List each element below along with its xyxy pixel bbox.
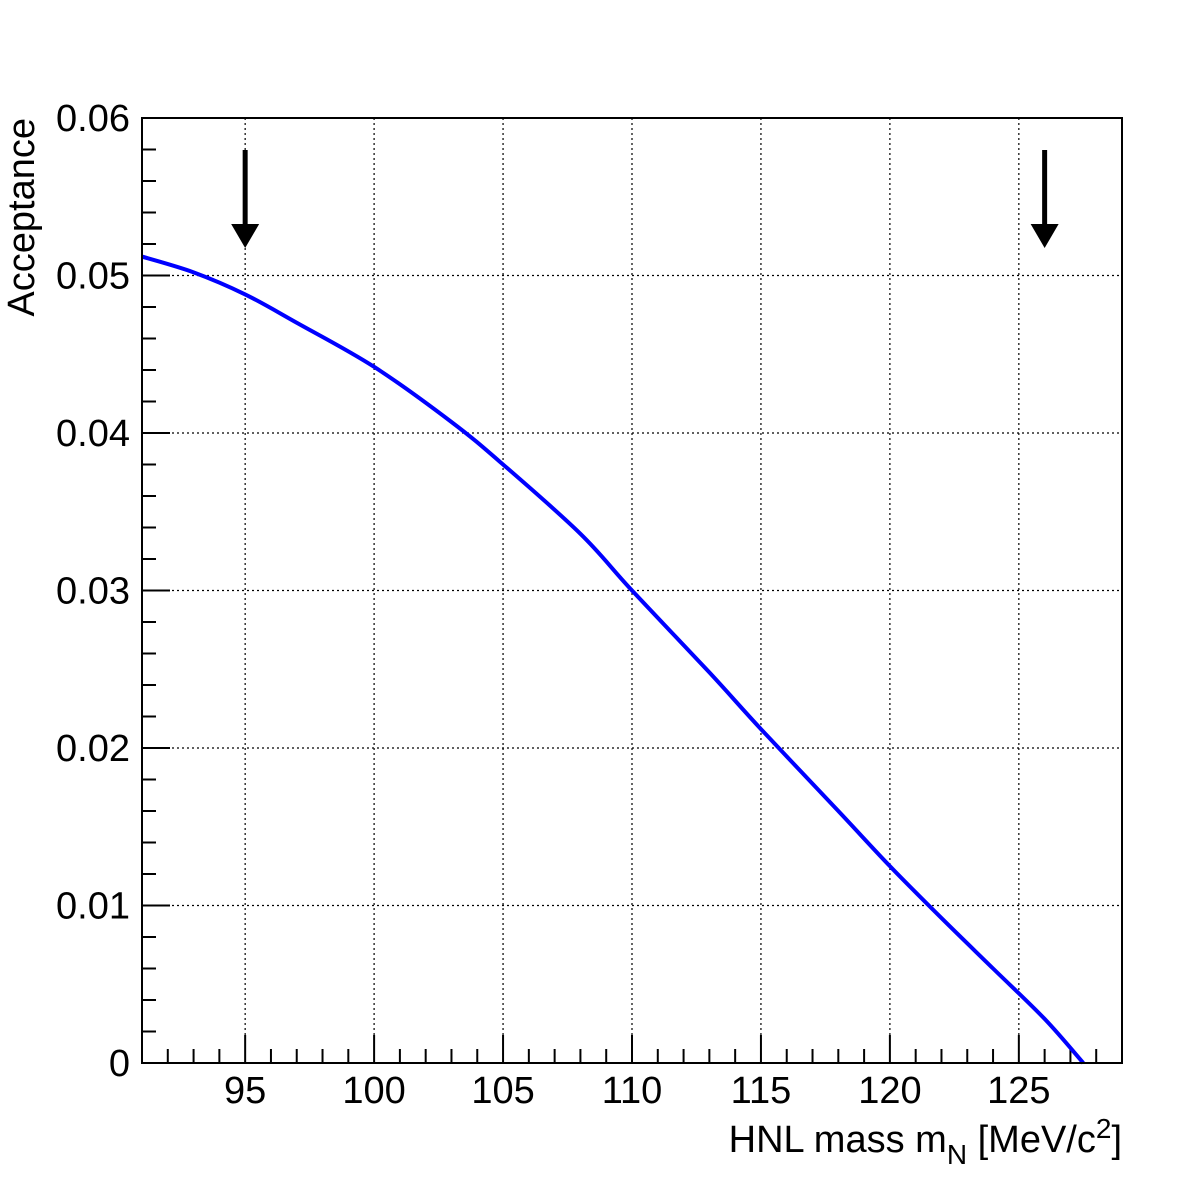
x-axis-title-close: ]: [1111, 1119, 1122, 1161]
x-tick-label: 110: [602, 1070, 663, 1112]
down-arrow-marker: [231, 150, 260, 248]
x-axis-title-main: HNL mass m: [729, 1119, 947, 1161]
y-tick-label: 0.03: [56, 571, 130, 613]
arrow-head: [1030, 224, 1059, 248]
y-tick-labels: 0 0.01 0.02 0.03 0.04 0.05 0.06: [56, 98, 130, 1085]
y-axis-title: Acceptance: [1, 118, 43, 317]
y-tick-label: 0.04: [56, 413, 130, 455]
y-tick-label: 0.06: [56, 98, 130, 140]
acceptance-curve: [141, 254, 1085, 1065]
x-tick-label: 125: [987, 1070, 1050, 1112]
x-axis-title-subscript: N: [947, 1139, 967, 1170]
y-tick-label: 0: [109, 1043, 130, 1085]
plot-frame: [141, 117, 1123, 1064]
down-arrow-marker: [1030, 150, 1059, 248]
x-tick-labels: 95 100 105 110 115 120 125: [224, 1070, 1051, 1112]
arrow-head: [231, 224, 260, 248]
x-tick-label: 105: [471, 1070, 534, 1112]
x-axis-title: HNL mass mN [MeV/c2]: [729, 1113, 1122, 1170]
arrow-markers: [231, 150, 1059, 248]
x-tick-label: 120: [858, 1070, 921, 1112]
x-axis-title-unit: [MeV/c: [967, 1119, 1096, 1161]
y-tick-label: 0.01: [56, 886, 130, 928]
y-tick-label: 0.05: [56, 256, 130, 298]
series-layer: [141, 254, 1085, 1065]
y-tick-label: 0.02: [56, 728, 130, 770]
x-tick-label: 115: [731, 1070, 792, 1112]
x-tick-label: 95: [224, 1070, 266, 1112]
x-tick-label: 100: [342, 1070, 405, 1112]
x-axis-title-superscript: 2: [1096, 1113, 1112, 1144]
